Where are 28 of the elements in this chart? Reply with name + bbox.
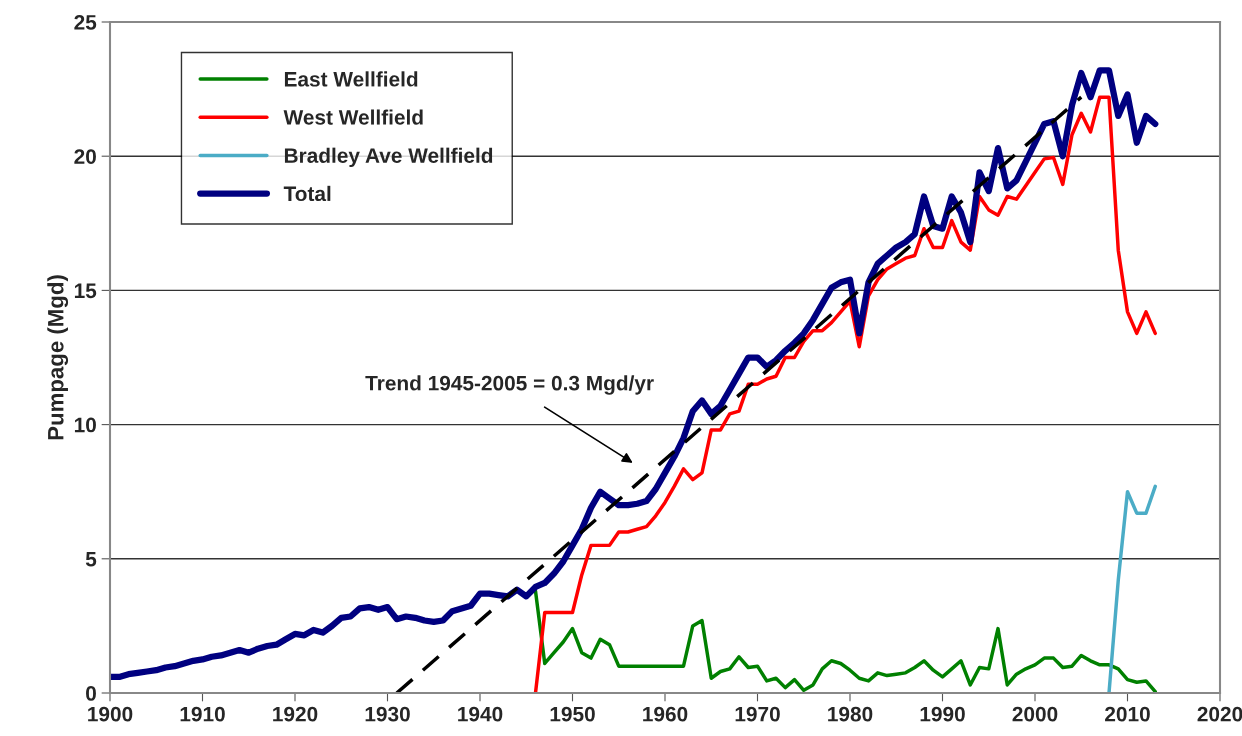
y-tick-label: 15 xyxy=(74,283,97,299)
line-series xyxy=(1107,484,1157,693)
x-tick-label: 1990 xyxy=(920,706,965,722)
y-tick-label: 10 xyxy=(74,417,96,433)
x-tick-label: 1960 xyxy=(643,706,688,722)
y-tick-label: 25 xyxy=(74,15,97,30)
x-tick-label: 2000 xyxy=(1012,706,1058,722)
x-tick-label: 1900 xyxy=(88,706,133,722)
legend-label: West Wellfield xyxy=(283,109,423,125)
x-tick-label: 1970 xyxy=(735,706,780,722)
y-tick-label: 5 xyxy=(85,552,97,567)
x-tick-label: 1950 xyxy=(550,706,595,722)
legend-label: East Wellfield xyxy=(284,71,418,87)
x-tick-label: 1920 xyxy=(273,706,318,722)
line-series xyxy=(533,95,1157,693)
x-tick-label: 1980 xyxy=(828,706,873,722)
y-tick-label: 0 xyxy=(86,686,96,701)
x-tick-label: 1940 xyxy=(458,706,503,722)
x-tick-label: 2020 xyxy=(1197,706,1242,722)
x-tick-label: 1930 xyxy=(365,706,410,722)
annotation: Trend 1945-2005 = 0.3 Mgd/yr xyxy=(365,375,654,395)
legend-label: Total xyxy=(283,185,331,202)
x-tick-label: 1910 xyxy=(180,706,225,722)
legend-label: Bradley Ave Wellfield xyxy=(284,147,493,168)
x-tick-label: 2010 xyxy=(1105,706,1150,722)
line-series xyxy=(533,589,1157,693)
y-tick-label: 20 xyxy=(74,149,96,164)
y-axis-title: Pumpage (Mgd) xyxy=(47,275,69,440)
